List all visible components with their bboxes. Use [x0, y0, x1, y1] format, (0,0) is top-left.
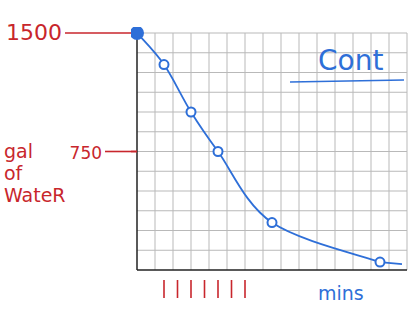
y-tick-leader	[105, 151, 137, 153]
grid-line	[137, 131, 407, 132]
grid-line	[137, 171, 407, 172]
grid-line	[137, 33, 407, 34]
x-tick	[177, 280, 179, 298]
graph-paper	[137, 33, 407, 270]
x-tick	[190, 280, 192, 298]
point	[160, 60, 169, 69]
data-group	[131, 27, 402, 267]
y-tick-leader	[65, 32, 137, 34]
y-axis-title-line: gal	[4, 140, 33, 162]
grid-line	[137, 250, 407, 251]
x-axis-title: mins	[318, 282, 364, 304]
annotation-stroke	[290, 80, 404, 82]
y-axis-title: galofWateR	[4, 140, 66, 206]
grid-line	[137, 191, 407, 192]
grid-line	[137, 210, 407, 211]
y-axis-title-line: WateR	[4, 184, 66, 206]
x-tick	[217, 280, 219, 298]
annotation: Cont	[318, 44, 383, 77]
chart: galofWateR7501500minsCont	[0, 0, 416, 330]
y-axis-title-line: of	[4, 162, 24, 184]
x-tick	[231, 280, 233, 298]
grid-line	[137, 92, 407, 93]
grid-line	[137, 112, 407, 113]
x-tick	[163, 280, 165, 298]
y-tick-label: 1500	[6, 20, 62, 45]
point	[214, 147, 223, 156]
y-tick-label: 750	[70, 143, 102, 163]
grid-line	[137, 230, 407, 231]
x-axis	[137, 269, 407, 271]
x-tick	[204, 280, 206, 298]
point	[131, 27, 143, 39]
point	[376, 258, 385, 267]
grid-line	[137, 151, 407, 152]
line	[137, 33, 402, 264]
point	[268, 218, 277, 227]
point	[187, 108, 196, 117]
x-tick	[244, 280, 246, 298]
